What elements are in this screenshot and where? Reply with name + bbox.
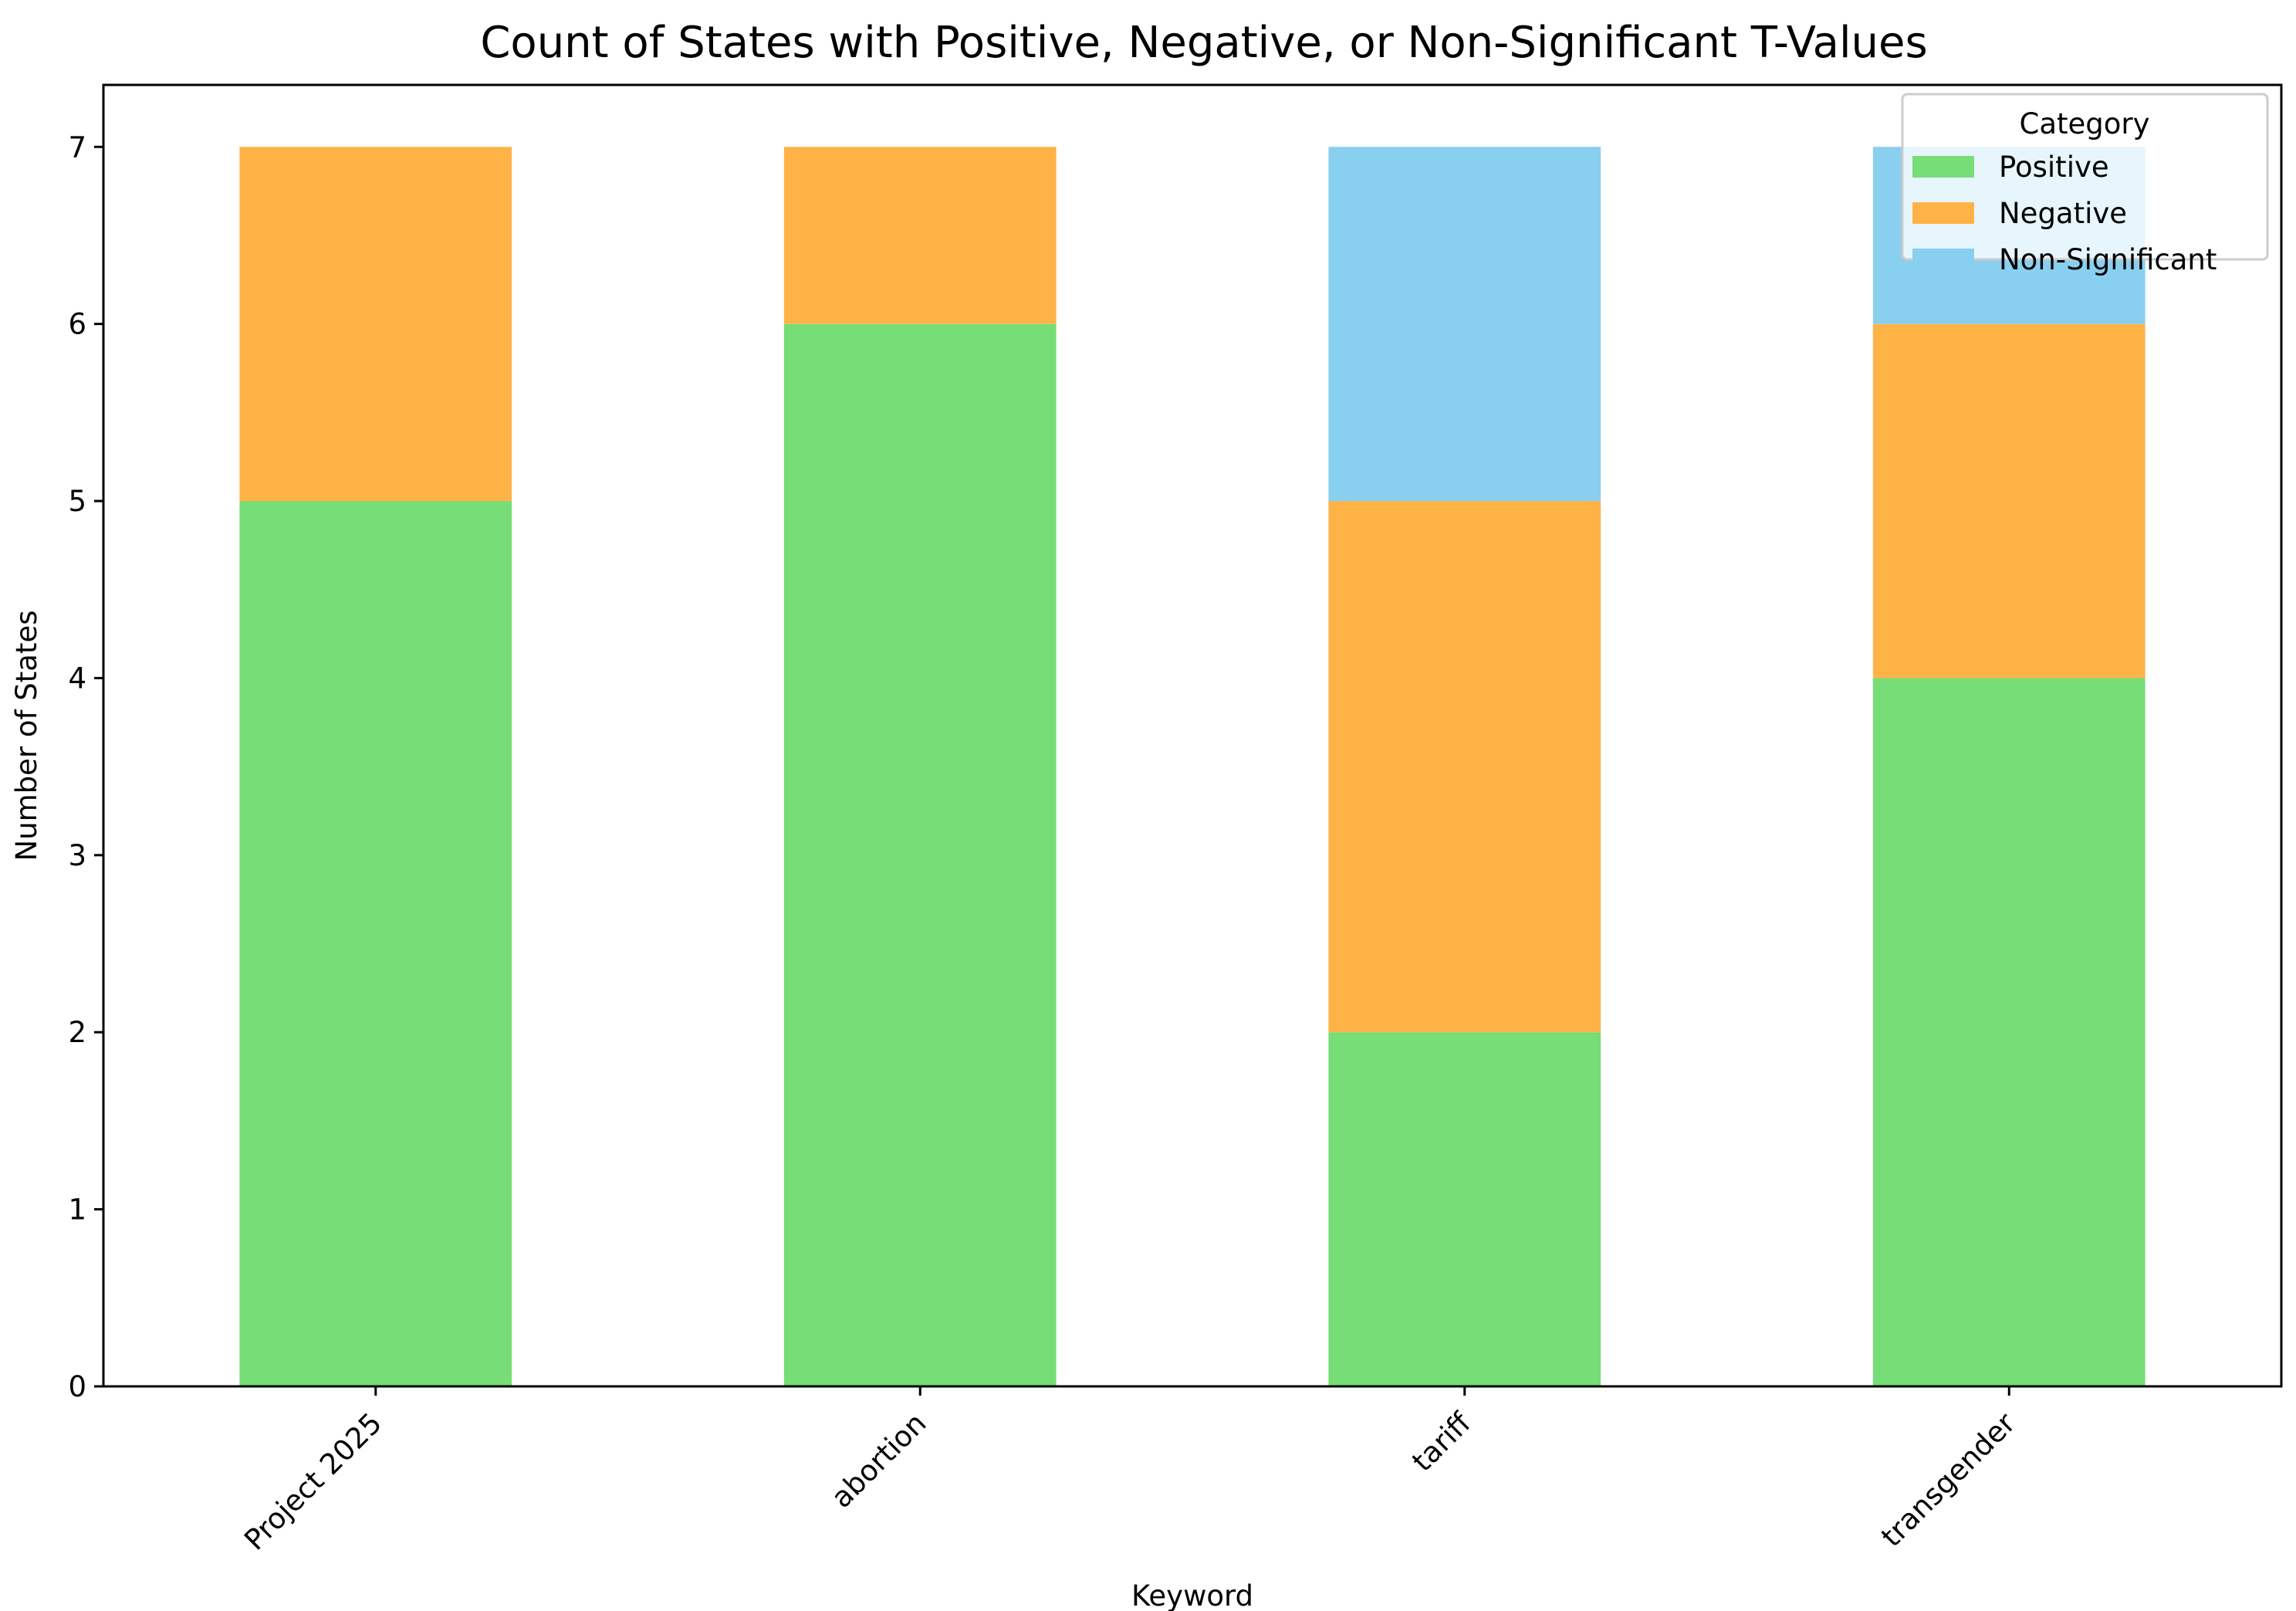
bar-positive-0 bbox=[239, 501, 512, 1386]
y-tick-label: 1 bbox=[68, 1193, 86, 1227]
y-tick-label: 6 bbox=[68, 308, 86, 341]
legend-items: Positive Negative Non-Significant bbox=[1912, 151, 2217, 276]
bar-negative-3 bbox=[1872, 323, 2146, 679]
x-axis-label: Keyword bbox=[1131, 1579, 1253, 1611]
legend-entry-label: Positive bbox=[1999, 151, 2109, 184]
plot-frame bbox=[102, 83, 2283, 1388]
y-tick-label: 2 bbox=[68, 1016, 86, 1049]
bar-positive-3 bbox=[1872, 678, 2146, 1386]
y-axis: 0 1 2 3 4 5 6 7 bbox=[68, 130, 103, 1403]
legend-swatch bbox=[1912, 156, 1974, 178]
bar-negative-2 bbox=[1328, 501, 1601, 1033]
legend-entry-label: Negative bbox=[1999, 197, 2127, 230]
bars-group bbox=[239, 147, 2146, 1386]
legend-swatch bbox=[1912, 249, 1974, 270]
bar-positive-2 bbox=[1328, 1032, 1601, 1386]
y-tick-label: 4 bbox=[68, 662, 86, 695]
bar-non-significant-2 bbox=[1328, 147, 1601, 502]
y-tick-label: 7 bbox=[68, 130, 86, 164]
legend: Category Positive Negative Non-Significant bbox=[1901, 93, 2269, 276]
y-tick-label: 5 bbox=[68, 485, 86, 518]
y-axis-label: Number of States bbox=[10, 610, 43, 861]
bar-positive-1 bbox=[783, 323, 1057, 1386]
y-tick-label: 0 bbox=[68, 1370, 86, 1403]
chart-title: Count of States with Positive, Negative,… bbox=[480, 18, 1927, 68]
legend-frame bbox=[1901, 93, 2269, 261]
legend-swatch bbox=[1912, 202, 1974, 224]
y-tick-label: 3 bbox=[68, 839, 86, 872]
bar-negative-1 bbox=[783, 147, 1057, 324]
legend-entry-label: Non-Significant bbox=[1999, 243, 2217, 276]
bar-negative-0 bbox=[239, 147, 512, 502]
legend-title: Category bbox=[2019, 107, 2149, 140]
